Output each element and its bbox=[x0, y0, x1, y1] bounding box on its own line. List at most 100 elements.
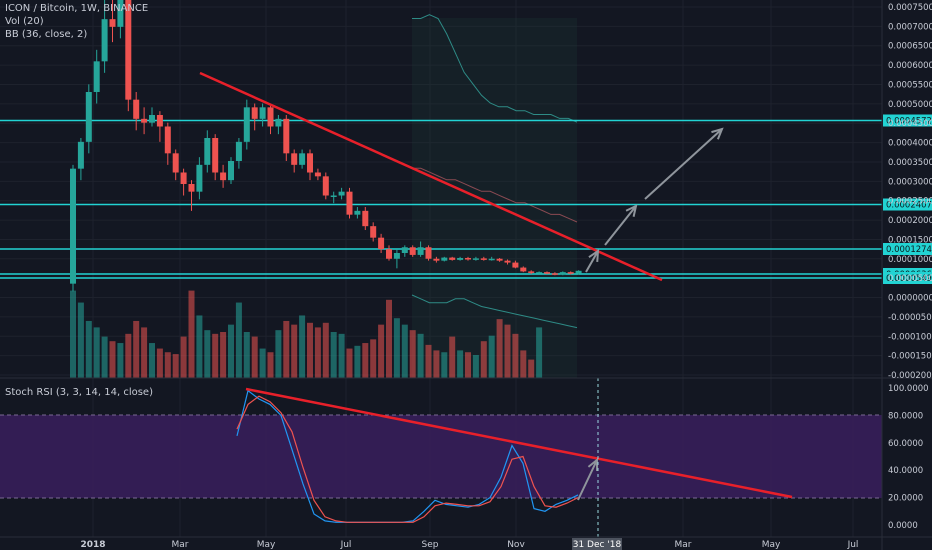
volume-bar bbox=[370, 339, 377, 378]
candle-body bbox=[322, 176, 329, 196]
volume-bar bbox=[393, 318, 400, 378]
time-tick-label: Jul bbox=[340, 540, 352, 550]
volume-bar bbox=[101, 336, 108, 378]
price-tick-label: 0.0005000 bbox=[888, 100, 932, 110]
stoch-rsi-tick-label: 0.0000 bbox=[888, 521, 918, 531]
volume-bar bbox=[417, 333, 424, 378]
candle-body bbox=[117, 0, 124, 27]
stoch-rsi-trendline[interactable] bbox=[245, 387, 793, 499]
volume-bar bbox=[480, 341, 487, 378]
arrow-to-second-level-shaft bbox=[604, 205, 637, 246]
volume-bar bbox=[212, 333, 219, 378]
level-tag bbox=[883, 243, 932, 255]
candle-body bbox=[228, 161, 234, 181]
volume-bar bbox=[401, 324, 408, 378]
volume-bar bbox=[141, 327, 148, 378]
level-tag bbox=[883, 198, 932, 211]
candle-body bbox=[409, 247, 416, 255]
volume-bar bbox=[457, 350, 464, 378]
volume-bar bbox=[512, 333, 519, 378]
volume-bar bbox=[322, 322, 329, 378]
candle-body bbox=[425, 247, 432, 259]
crosshair-time-text: 31 Dec '18 bbox=[573, 540, 622, 550]
time-tick-label: Jul bbox=[847, 540, 859, 550]
stoch-rsi-tick-label: 80.0000 bbox=[888, 411, 923, 421]
volume-bar bbox=[228, 324, 234, 378]
volume-bar bbox=[70, 290, 76, 378]
candle-body bbox=[70, 168, 76, 284]
stoch-rsi-axis[interactable]: 100.0000 80.0000 60.0000 40.0000 20.0000 0.00… bbox=[888, 384, 929, 531]
candle-body bbox=[465, 257, 471, 260]
volume-bar bbox=[314, 327, 321, 378]
level-tag-label: 0.0001274 bbox=[886, 245, 932, 255]
volume-bar bbox=[386, 299, 392, 378]
candle-body bbox=[338, 191, 345, 196]
candle-body bbox=[307, 153, 313, 173]
time-tick-label: 2018 bbox=[80, 540, 105, 550]
price-tick-label: 0.0002000 bbox=[888, 216, 932, 226]
bollinger-shaded-region bbox=[412, 18, 577, 378]
candle-body bbox=[85, 92, 92, 142]
time-tick-label: Mar bbox=[172, 540, 189, 550]
candle-body bbox=[93, 61, 100, 92]
candle-body bbox=[496, 258, 503, 261]
price-tick-label: -0.0002000 bbox=[888, 371, 932, 381]
candle-body bbox=[283, 118, 290, 154]
candles bbox=[70, 0, 582, 292]
candle-body bbox=[196, 164, 203, 192]
volume-bar bbox=[149, 343, 155, 378]
price-tick-label: 0.0005500 bbox=[888, 80, 932, 90]
price-tick-label: 0.0007000 bbox=[888, 22, 932, 32]
price-tick-label: -0.0000500 bbox=[888, 313, 932, 323]
candle-body bbox=[267, 107, 274, 127]
symbol-legend[interactable]: ICON / Bitcoin, 1W, BINANCE bbox=[5, 3, 149, 14]
price-tick-label: 0.0006500 bbox=[888, 42, 932, 52]
volume-bars bbox=[70, 290, 543, 378]
candle-body bbox=[259, 107, 266, 119]
price-tick-label: -0.0001500 bbox=[888, 352, 932, 362]
volume-bar bbox=[267, 352, 274, 378]
volume-bar bbox=[330, 332, 337, 378]
volume-bar bbox=[188, 290, 195, 378]
price-tick-label: 0.0003000 bbox=[888, 177, 932, 187]
volume-legend[interactable]: Vol (20) bbox=[5, 16, 44, 27]
price-tick-label: 0.0000500 bbox=[888, 274, 932, 284]
volume-bar bbox=[125, 333, 132, 378]
candle-body bbox=[370, 226, 377, 238]
bollinger-bands bbox=[411, 14, 578, 329]
volume-bar bbox=[307, 322, 313, 378]
price-tick-label: 0.0004000 bbox=[888, 139, 932, 149]
volume-bar bbox=[346, 348, 353, 378]
price-tick-label: 0.0007500 bbox=[888, 3, 932, 13]
price-trendline[interactable] bbox=[199, 71, 663, 282]
candle-body bbox=[346, 191, 353, 215]
projection-arrows[interactable] bbox=[577, 127, 724, 501]
bollinger-lower-line bbox=[411, 294, 578, 329]
arrow-to-resistance-shaft bbox=[585, 250, 599, 273]
stoch-rsi-legend[interactable]: Stoch RSI (3, 3, 14, 14, close) bbox=[5, 387, 153, 398]
volume-bar bbox=[259, 348, 266, 378]
candle-body bbox=[433, 258, 440, 261]
stoch-rsi-tick-label: 20.0000 bbox=[888, 494, 923, 504]
candle-body bbox=[275, 118, 282, 127]
bollinger-legend[interactable]: BB (36, close, 2) bbox=[5, 29, 88, 40]
candle-body bbox=[354, 210, 361, 215]
price-axis[interactable]: 0.0007500 0.0007000 0.0006500 0.0006000 0.00… bbox=[888, 3, 932, 381]
level-tag-label: 0.0004572 bbox=[886, 117, 932, 127]
level-tag bbox=[883, 114, 932, 127]
candle-body bbox=[299, 153, 306, 165]
time-axis[interactable]: 2018 Mar May Jul Sep Nov Mar May Jul bbox=[80, 540, 858, 550]
candle-body bbox=[386, 249, 392, 259]
arrow-to-top-level-shaft bbox=[644, 128, 723, 200]
crosshair-time-label: 31 Dec '18 bbox=[572, 538, 622, 550]
candle-body bbox=[109, 19, 116, 27]
candle-body bbox=[559, 272, 566, 275]
stoch-rsi-tick-label: 100.0000 bbox=[888, 384, 929, 394]
candle-body bbox=[520, 267, 527, 272]
candle-body bbox=[417, 247, 424, 255]
volume-bar bbox=[378, 324, 385, 378]
time-tick-label: Sep bbox=[422, 540, 439, 550]
volume-bar bbox=[172, 354, 179, 378]
arrow-to-resistance-head bbox=[588, 249, 600, 263]
